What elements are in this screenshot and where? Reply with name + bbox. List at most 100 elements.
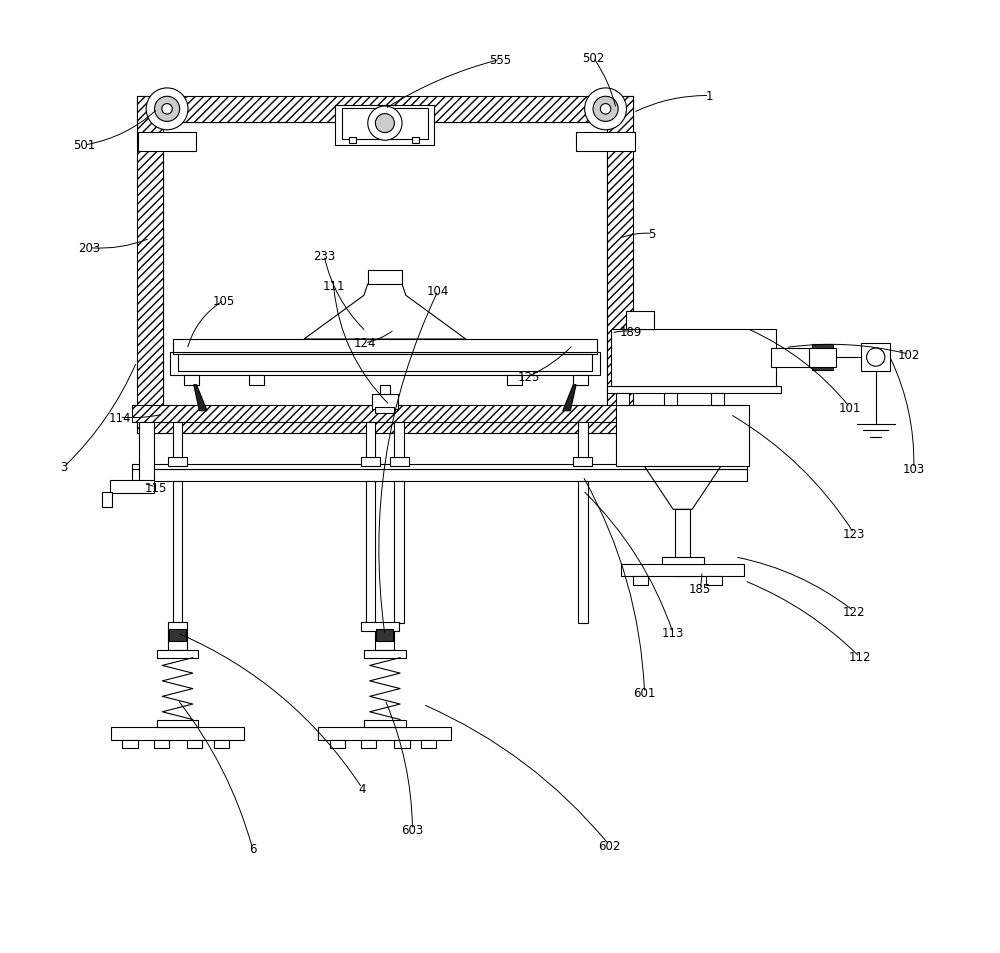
Text: 6: 6 bbox=[249, 842, 256, 856]
Text: 104: 104 bbox=[427, 285, 449, 297]
Text: 603: 603 bbox=[401, 823, 424, 837]
Bar bbox=[394, 423, 404, 464]
Bar bbox=[394, 481, 404, 624]
Circle shape bbox=[146, 89, 188, 131]
Bar bbox=[812, 344, 833, 371]
Bar bbox=[157, 650, 198, 658]
Text: 1: 1 bbox=[706, 90, 713, 103]
Bar bbox=[576, 132, 635, 152]
Text: 101: 101 bbox=[839, 401, 861, 415]
Bar bbox=[178, 355, 592, 372]
Bar bbox=[706, 577, 722, 586]
Bar bbox=[170, 353, 600, 375]
Bar bbox=[342, 109, 428, 140]
Bar bbox=[573, 375, 588, 385]
Bar bbox=[132, 406, 638, 423]
Bar bbox=[861, 343, 890, 372]
Bar bbox=[249, 375, 264, 385]
Bar bbox=[349, 138, 356, 144]
Bar bbox=[168, 622, 187, 632]
Bar bbox=[607, 96, 633, 434]
Bar bbox=[578, 481, 588, 624]
Bar bbox=[394, 740, 410, 748]
Bar bbox=[318, 727, 451, 740]
Bar bbox=[621, 565, 744, 577]
Text: 4: 4 bbox=[358, 781, 366, 795]
Bar bbox=[110, 480, 154, 494]
Bar bbox=[214, 740, 229, 748]
Bar bbox=[412, 138, 419, 144]
Bar bbox=[184, 375, 199, 385]
Bar bbox=[375, 408, 394, 414]
Text: 3: 3 bbox=[61, 460, 68, 474]
Bar bbox=[102, 493, 112, 508]
Text: 601: 601 bbox=[633, 687, 656, 700]
Text: 185: 185 bbox=[689, 582, 711, 595]
Text: 102: 102 bbox=[898, 349, 920, 361]
Circle shape bbox=[593, 97, 618, 122]
Bar bbox=[132, 464, 747, 470]
Bar bbox=[137, 416, 633, 434]
Bar bbox=[173, 339, 597, 355]
Text: 233: 233 bbox=[313, 250, 335, 262]
Bar bbox=[366, 481, 375, 624]
Text: 189: 189 bbox=[620, 326, 642, 338]
Polygon shape bbox=[194, 385, 207, 412]
Bar bbox=[330, 740, 345, 748]
Bar bbox=[611, 329, 776, 386]
Bar bbox=[138, 132, 196, 152]
Bar bbox=[375, 632, 394, 650]
Bar bbox=[364, 720, 406, 727]
Text: 114: 114 bbox=[108, 411, 131, 424]
Bar bbox=[168, 457, 187, 467]
Bar bbox=[711, 394, 724, 405]
Bar bbox=[616, 405, 749, 467]
Bar bbox=[633, 577, 648, 586]
Bar bbox=[364, 650, 406, 658]
Bar bbox=[390, 457, 409, 467]
Bar bbox=[675, 510, 690, 577]
Circle shape bbox=[600, 105, 611, 115]
Text: 112: 112 bbox=[848, 651, 871, 663]
Polygon shape bbox=[563, 385, 576, 412]
Bar bbox=[664, 394, 677, 405]
Bar bbox=[372, 395, 398, 410]
Bar bbox=[111, 727, 244, 740]
Bar bbox=[137, 96, 633, 123]
Circle shape bbox=[368, 107, 402, 141]
Bar bbox=[578, 423, 588, 464]
Bar bbox=[573, 457, 592, 467]
Text: 501: 501 bbox=[73, 139, 95, 152]
Bar bbox=[507, 375, 522, 385]
Bar bbox=[168, 632, 187, 650]
Text: 113: 113 bbox=[662, 627, 684, 639]
Bar bbox=[137, 96, 163, 434]
Bar bbox=[366, 423, 375, 464]
Text: 203: 203 bbox=[78, 242, 100, 255]
Bar bbox=[122, 740, 138, 748]
Bar bbox=[380, 385, 390, 412]
Text: 602: 602 bbox=[598, 839, 621, 852]
Circle shape bbox=[375, 114, 394, 133]
Bar bbox=[361, 457, 380, 467]
Bar bbox=[139, 423, 154, 489]
Bar bbox=[607, 386, 781, 394]
Bar bbox=[157, 720, 198, 727]
Bar bbox=[771, 348, 814, 367]
Bar bbox=[616, 394, 629, 405]
Bar bbox=[361, 622, 399, 632]
Text: 123: 123 bbox=[843, 527, 865, 540]
Text: 124: 124 bbox=[354, 337, 376, 350]
Bar bbox=[154, 740, 169, 748]
Circle shape bbox=[162, 105, 172, 115]
Bar bbox=[187, 740, 202, 748]
Text: 125: 125 bbox=[517, 370, 540, 383]
Bar bbox=[132, 470, 747, 481]
Bar bbox=[809, 348, 836, 367]
Bar bbox=[361, 740, 376, 748]
Bar bbox=[376, 630, 393, 640]
Bar bbox=[173, 423, 182, 464]
Text: 111: 111 bbox=[322, 280, 345, 293]
Text: 502: 502 bbox=[582, 51, 604, 65]
Text: 5: 5 bbox=[649, 228, 656, 241]
